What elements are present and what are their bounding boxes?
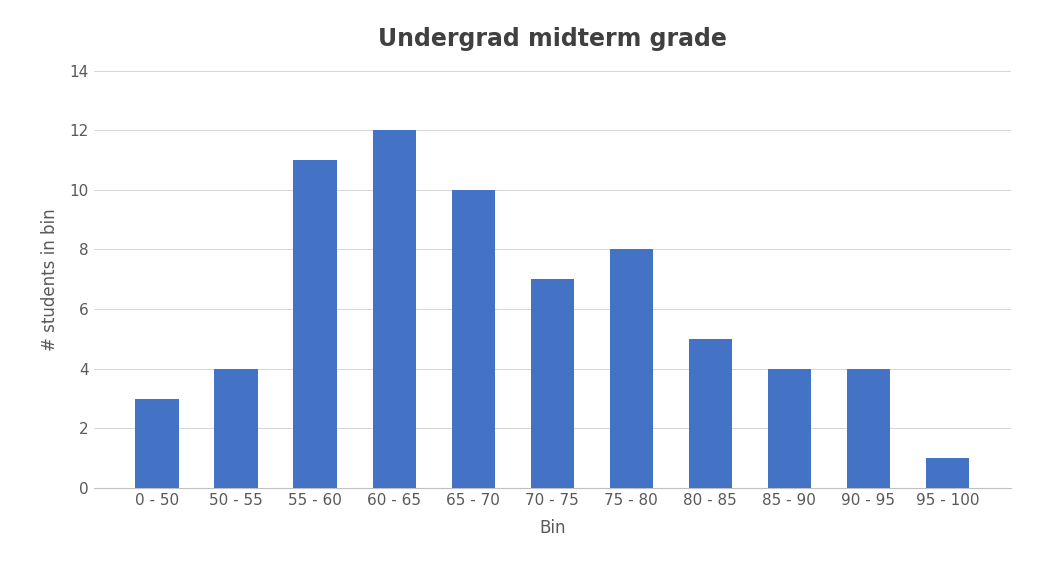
Bar [372,130,416,488]
Bar [925,458,969,488]
Bar [610,249,653,488]
Bar [846,369,890,488]
Title: Undergrad midterm grade: Undergrad midterm grade [378,26,726,51]
X-axis label: Bin: Bin [539,519,566,537]
Bar [294,160,337,488]
Bar [215,369,258,488]
Y-axis label: # students in bin: # students in bin [41,208,58,350]
Bar [451,190,495,488]
Bar [689,339,733,488]
Bar [135,399,179,488]
Bar [768,369,811,488]
Bar [530,279,574,488]
